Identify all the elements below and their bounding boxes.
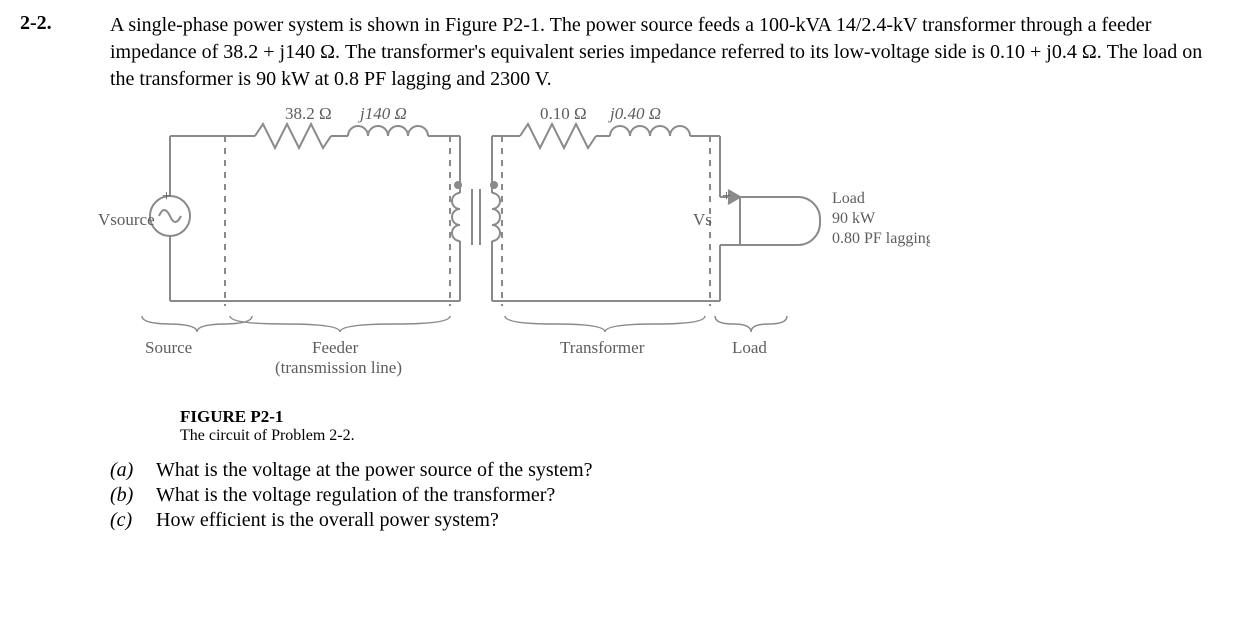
source-plus: + <box>162 188 171 205</box>
figure-p2-1: 38.2 Ω j140 Ω 0.10 Ω j0.40 Ω <box>80 101 930 401</box>
question-c: (c) How efficient is the overall power s… <box>110 509 1228 532</box>
question-c-text: How efficient is the overall power syste… <box>156 509 499 532</box>
question-b: (b) What is the voltage regulation of th… <box>110 484 1228 507</box>
problem-statement: A single-phase power system is shown in … <box>110 12 1228 93</box>
circuit-wires <box>150 124 820 306</box>
circuit-diagram-svg: 38.2 Ω j140 Ω 0.10 Ω j0.40 Ω <box>80 101 930 401</box>
question-b-text: What is the voltage regulation of the tr… <box>156 484 555 507</box>
figure-caption-title: FIGURE P2-1 <box>180 407 1228 427</box>
load-voltage-label: Vs <box>693 210 712 229</box>
question-a-tag: (a) <box>110 459 138 482</box>
question-b-tag: (b) <box>110 484 138 507</box>
question-list: (a) What is the voltage at the power sou… <box>110 459 1228 532</box>
figure-caption-text: The circuit of Problem 2-2. <box>180 427 1228 445</box>
section-source-label: Source <box>145 338 192 357</box>
question-c-tag: (c) <box>110 509 138 532</box>
problem-row: 2-2. A single-phase power system is show… <box>20 12 1228 93</box>
xfmr-r-label: 0.10 Ω <box>540 104 587 123</box>
feeder-x-label: j140 Ω <box>358 104 407 123</box>
load-text-2: 90 kW <box>832 210 876 227</box>
load-text-1: Load <box>832 190 865 207</box>
figure-caption: FIGURE P2-1 The circuit of Problem 2-2. <box>180 407 1228 445</box>
problem-text: A single-phase power system is shown in … <box>110 14 1202 90</box>
section-feeder-label: Feeder <box>312 338 359 357</box>
vsource-label: Vsource <box>98 210 155 229</box>
load-plus: + <box>722 188 731 205</box>
load-text-3: 0.80 PF lagging <box>832 230 930 247</box>
question-a-text: What is the voltage at the power source … <box>156 459 593 482</box>
section-transformer-label: Transformer <box>560 338 645 357</box>
problem-number: 2-2. <box>20 12 110 35</box>
section-load-label: Load <box>732 338 767 357</box>
xfmr-x-label: j0.40 Ω <box>608 104 661 123</box>
page-root: 2-2. A single-phase power system is show… <box>0 0 1248 628</box>
question-a: (a) What is the voltage at the power sou… <box>110 459 1228 482</box>
section-feeder-sub-label: (transmission line) <box>275 358 402 377</box>
feeder-r-label: 38.2 Ω <box>285 104 332 123</box>
